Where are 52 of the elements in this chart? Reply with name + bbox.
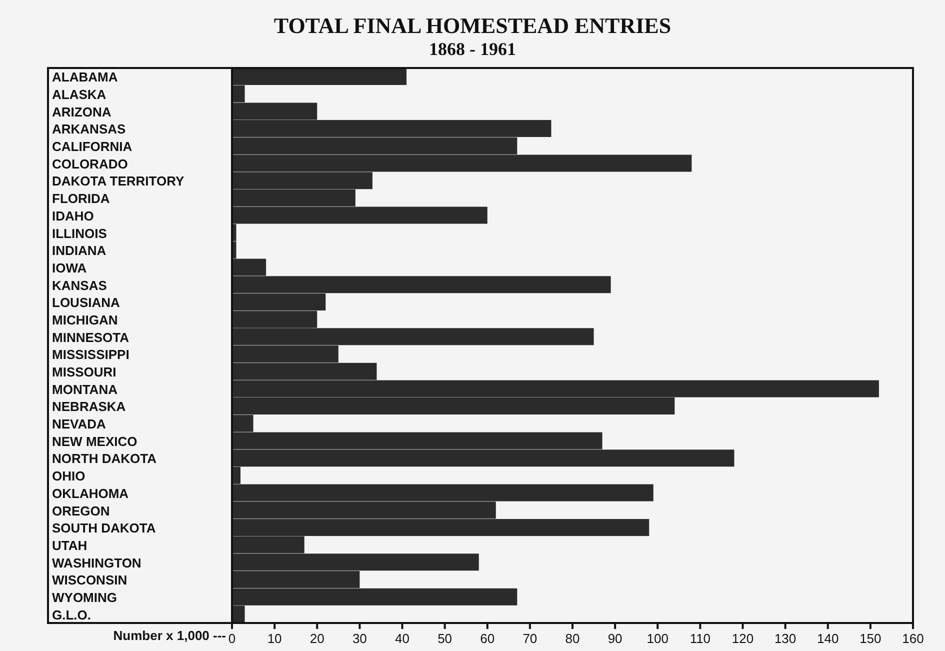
x-tick-label: 100 xyxy=(646,631,668,646)
x-tick-label: 150 xyxy=(860,631,882,646)
y-tick-label: DAKOTA TERRITORY xyxy=(52,174,184,189)
y-tick-label: ARIZONA xyxy=(52,104,112,120)
y-tick-label: ALABAMA xyxy=(52,70,118,85)
y-tick-label: G.L.O. xyxy=(52,607,91,622)
y-tick-label: COLORADO xyxy=(52,156,128,172)
x-tick-label: 120 xyxy=(732,631,754,646)
x-tick-label: 0 xyxy=(228,631,236,646)
y-tick-label: LOUSIANA xyxy=(52,295,120,310)
y-tick-label: OREGON xyxy=(52,503,110,518)
x-tick-label: 70 xyxy=(522,631,538,646)
y-tick-label: NEBRASKA xyxy=(52,399,126,414)
y-tick-label: ILLINOIS xyxy=(52,226,108,241)
x-tick-label: 160 xyxy=(902,631,924,646)
x-tick-label: 130 xyxy=(774,631,796,646)
y-tick-label: IOWA xyxy=(52,260,88,276)
y-tick-label: MICHIGAN xyxy=(52,312,118,328)
y-tick-label: MISSOURI xyxy=(52,364,116,380)
y-tick-label: IDAHO xyxy=(52,208,94,224)
x-tick-label: 60 xyxy=(480,631,495,646)
y-tick-label: WISCONSIN xyxy=(52,572,128,588)
y-tick-label: NEW MEXICO xyxy=(52,434,138,449)
x-tick-label: 20 xyxy=(310,631,324,646)
x-tick-label: 30 xyxy=(352,631,367,646)
y-tick-label: ALASKA xyxy=(52,87,107,102)
x-tick-label: 40 xyxy=(395,631,410,646)
y-tick-label: ARKANSAS xyxy=(52,122,126,137)
x-tick-label: 90 xyxy=(608,631,622,646)
y-tick-label: MONTANA xyxy=(52,382,118,397)
x-tick-label: 10 xyxy=(267,631,282,646)
y-tick-label: UTAH xyxy=(52,538,88,553)
chart-subtitle: 1868 - 1961 xyxy=(428,38,517,60)
y-tick-label: CALIFORNIA xyxy=(52,139,133,154)
x-tick-label: 80 xyxy=(565,631,580,646)
x-tick-label: 140 xyxy=(817,631,839,646)
x-tick-label: 110 xyxy=(690,631,711,646)
y-tick-label: SOUTH DAKOTA xyxy=(52,520,156,536)
y-tick-label: WASHINGTON xyxy=(52,555,142,570)
y-tick-label: INDIANA xyxy=(52,243,107,258)
y-tick-label: NORTH DAKOTA xyxy=(52,451,158,466)
x-axis-title: Number x 1,000 --- xyxy=(112,628,226,643)
y-tick-label: OHIO xyxy=(52,468,86,484)
y-tick-label: NEVADA xyxy=(52,416,107,432)
x-tick-label: 50 xyxy=(438,631,452,646)
y-tick-label: OKLAHOMA xyxy=(52,486,130,501)
y-tick-label: MISSISSIPPI xyxy=(52,347,130,362)
y-tick-label: FLORIDA xyxy=(52,191,110,206)
y-tick-label: MINNESOTA xyxy=(52,330,130,345)
y-tick-label: WYOMING xyxy=(52,590,117,605)
y-tick-label: KANSAS xyxy=(52,278,108,293)
chart-title: TOTAL FINAL HOMESTEAD ENTRIES xyxy=(272,13,672,38)
